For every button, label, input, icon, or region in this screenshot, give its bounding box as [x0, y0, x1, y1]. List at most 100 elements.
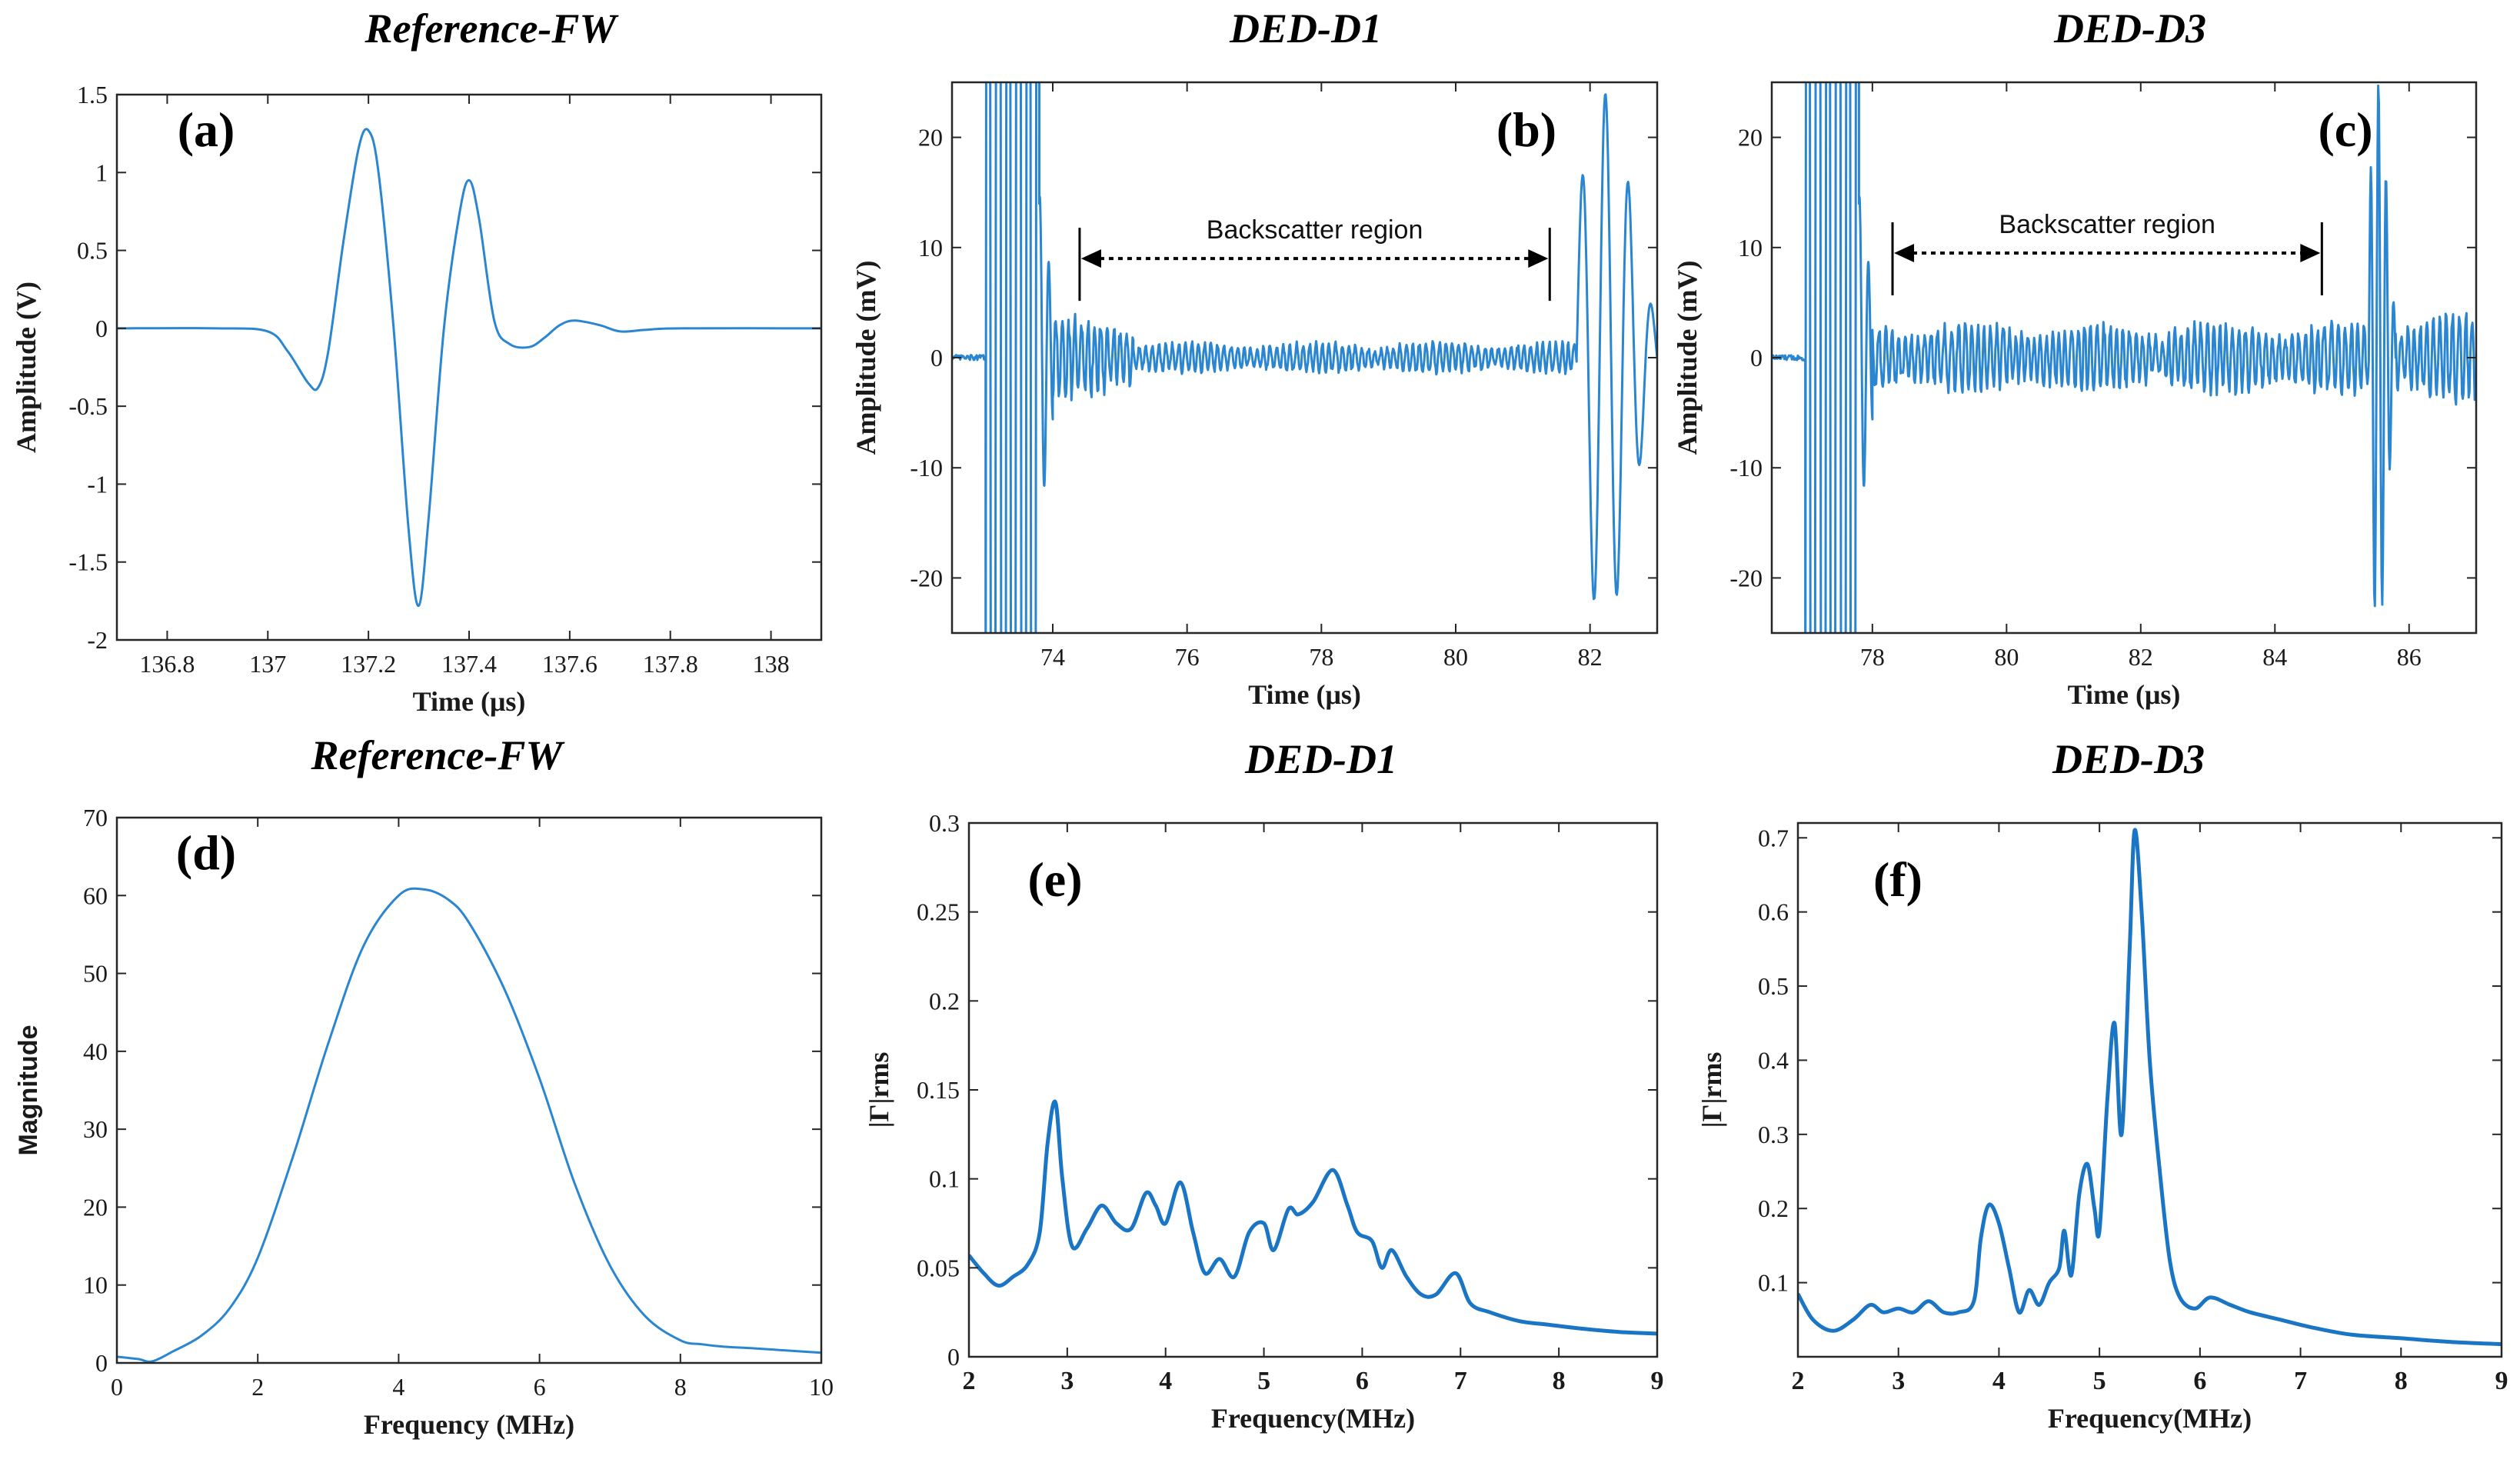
panel-a-xlabel: Time (μs): [413, 686, 526, 717]
panel-e-ytick-label: 0.05: [917, 1254, 960, 1281]
panel-f-xtick-label: 4: [1992, 1367, 2006, 1395]
arrowhead-right: [2300, 243, 2321, 262]
panel-a-ytick-label: 1: [95, 158, 108, 186]
panel-e-ytick-label: 0.15: [917, 1076, 960, 1104]
panel-e-ytick-label: 0.3: [929, 809, 960, 837]
panel-a-xtick-label: 136.8: [139, 650, 195, 678]
panel-d-ytick-label: 10: [83, 1271, 108, 1299]
panel-d-ytick-label: 30: [83, 1115, 108, 1143]
panel-c-xtick-label: 80: [1994, 643, 2019, 671]
panel-d-xlabel: Frequency (MHz): [364, 1409, 574, 1440]
panel-f: DED-D3 2 3 4 5 6 7 8 9 0.1 0.2 0.3 0.4 0.5 0.6 0.7 Frequ…: [1696, 736, 2508, 1434]
panel-e-xtick-label: 7: [1454, 1367, 1467, 1395]
panel-a-xtick-label: 137.8: [643, 650, 698, 678]
panel-e-title: DED-D1: [1244, 736, 1397, 782]
panel-d-series-0: [117, 887, 821, 1363]
panel-b-xtick-label: 82: [1578, 643, 1603, 671]
panel-a-ytick-label: 0: [95, 315, 108, 342]
panel-b-title: DED-D1: [1229, 5, 1382, 52]
panel-d-axes-frame: [115, 816, 823, 1364]
panel-e-ytick-label: 0: [947, 1343, 960, 1371]
panel-d-label: (d): [176, 825, 236, 880]
panel-c-series-0: [1772, 82, 2476, 633]
panel-a-xtick-label: 137: [249, 650, 286, 678]
panel-d-ylabel: Magnitude: [14, 1025, 43, 1156]
panel-e-series-0: [969, 1099, 1657, 1336]
panel-c-ytick-label: 0: [1750, 344, 1763, 371]
arrowhead-right: [1528, 249, 1549, 268]
panel-e-xtick-label: 4: [1159, 1367, 1172, 1395]
panel-a-series-0: [117, 128, 821, 607]
panel-f-xtick-label: 5: [2093, 1367, 2106, 1395]
arrowhead-left: [1080, 249, 1101, 268]
panel-c-xlabel: Time (μs): [2068, 679, 2181, 710]
panel-d-xtick-label: 10: [809, 1373, 834, 1401]
panel-f-xtick-label: 8: [2395, 1367, 2408, 1395]
panel-e-label: (e): [1027, 852, 1082, 907]
panel-d-xtick-label: 2: [251, 1373, 264, 1401]
panel-b: DED-D1 74 76 78 80 82 -20 -10 0 10 20 Time (μs) Ampl…: [851, 5, 1659, 710]
panel-c-title: DED-D3: [2053, 5, 2206, 52]
panel-a-ylabel: Amplitude (V): [11, 282, 42, 453]
panel-d-ytick-label: 60: [83, 881, 108, 909]
panel-c-xtick-label: 82: [2129, 643, 2153, 671]
panel-e-ytick-label: 0.25: [917, 898, 960, 926]
panel-e-xtick-label: 8: [1553, 1367, 1566, 1395]
annotation-text: Backscatter region: [1999, 210, 2215, 239]
panel-e-xtick-label: 2: [963, 1367, 976, 1395]
panel-f-xtick-label: 7: [2294, 1367, 2307, 1395]
panel-c-ylabel: Amplitude (mV): [1672, 261, 1703, 455]
panel-f-ytick-label: 0.6: [1758, 898, 1789, 926]
panel-f-ytick-label: 0.7: [1758, 824, 1789, 851]
panel-b-xlabel: Time (μs): [1248, 679, 1361, 710]
panel-d-xtick-label: 6: [534, 1373, 546, 1401]
panel-d: Reference-FW 0 2 4 6 8 10 0 10 20 30 40 50 60 70 Freque…: [14, 732, 834, 1440]
panel-f-ytick-label: 0.1: [1758, 1269, 1789, 1297]
panel-e-xtick-label: 3: [1060, 1367, 1074, 1395]
panel-f-label: (f): [1873, 852, 1922, 907]
panel-b-xtick-label: 74: [1040, 643, 1065, 671]
panel-b-ytick-label: -20: [910, 564, 943, 591]
panel-a-ytick-label: -1: [87, 470, 108, 498]
panel-b-ytick-label: 20: [918, 124, 943, 152]
panel-b-xtick-label: 80: [1443, 643, 1468, 671]
panel-a-xtick-label: 138: [753, 650, 790, 678]
panel-c-backscatter-annotation: Backscatter region: [1891, 210, 2323, 295]
panel-a-ytick-label: 0.5: [77, 237, 108, 265]
panel-f-ytick-label: 0.5: [1758, 972, 1789, 1000]
panel-b-label: (b): [1496, 102, 1556, 157]
panel-f-xtick-label: 6: [2193, 1367, 2206, 1395]
panel-c-xtick-label: 86: [2397, 643, 2422, 671]
panel-d-ytick-label: 0: [95, 1349, 108, 1377]
panel-d-ytick-label: 20: [83, 1193, 108, 1221]
panel-b-xtick-label: 78: [1309, 643, 1333, 671]
panel-f-ytick-label: 0.3: [1758, 1121, 1789, 1148]
panel-b-backscatter-annotation: Backscatter region: [1078, 215, 1551, 302]
panel-f-ylabel: |Γ|rms: [1696, 1052, 1727, 1128]
panel-c-ytick-label: -20: [1729, 564, 1763, 591]
panel-c-label: (c): [2318, 102, 2372, 157]
panel-a-axes-frame: [115, 93, 823, 641]
panel-b-ytick-label: -10: [910, 454, 943, 481]
arrowhead-left: [1894, 243, 1915, 262]
panel-a-title: Reference-FW: [365, 5, 620, 52]
panel-c-ytick-label: 20: [1738, 124, 1763, 152]
panel-a-ytick-label: -2: [87, 626, 108, 654]
panel-a-xtick-label: 137.2: [341, 650, 396, 678]
panel-a-ytick-label: -0.5: [68, 392, 108, 420]
panel-b-ylabel: Amplitude (mV): [851, 261, 881, 455]
panel-a: Reference-FW 136.8 137 137.2 137.4 137.6 137.8…: [11, 5, 823, 717]
panel-d-xtick-label: 0: [111, 1373, 123, 1401]
panel-f-xlabel: Frequency(MHz): [2048, 1403, 2252, 1434]
panel-e-xtick-label: 9: [1651, 1367, 1664, 1395]
panel-e-xtick-label: 6: [1356, 1367, 1369, 1395]
panel-b-ytick-label: 10: [918, 234, 943, 262]
panel-e-ytick-label: 0.1: [929, 1165, 960, 1193]
panel-d-ytick-label: 40: [83, 1038, 108, 1065]
panel-d-xtick-label: 8: [674, 1373, 687, 1401]
panel-c-ytick-label: 10: [1738, 234, 1763, 262]
panel-f-xtick-label: 3: [1892, 1367, 1905, 1395]
panel-f-series-0: [1798, 828, 2502, 1347]
panel-d-title: Reference-FW: [311, 732, 566, 778]
panel-d-ytick-label: 50: [83, 960, 108, 988]
